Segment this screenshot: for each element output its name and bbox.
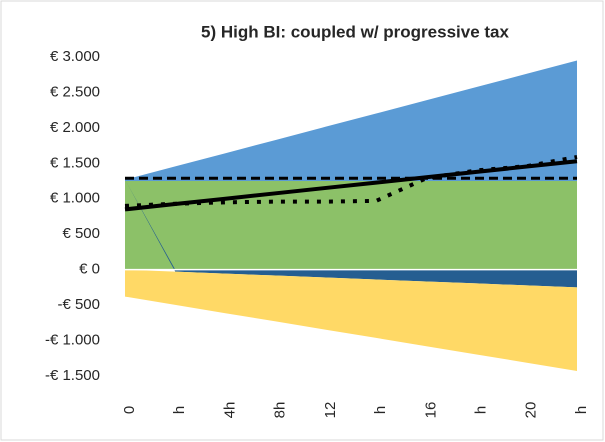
- y-tick-label: € 2.500: [50, 83, 100, 100]
- y-tick-label: -€ 1.000: [45, 332, 100, 349]
- x-tick-label: 16: [422, 402, 439, 419]
- area: [125, 269, 577, 372]
- x-tick-label: h: [171, 406, 188, 414]
- y-tick-label: € 0: [79, 261, 100, 278]
- x-tick-label: h: [473, 406, 490, 414]
- y-tick-label: € 500: [62, 225, 100, 242]
- area: [125, 60, 577, 182]
- x-tick-label: 0: [121, 406, 138, 414]
- y-tick-label: € 2.000: [50, 119, 100, 136]
- area: [125, 179, 577, 288]
- x-tick-label: h: [573, 406, 590, 414]
- x-tick-label: 20: [523, 402, 540, 419]
- y-tick-label: € 3.000: [50, 48, 100, 65]
- y-tick-label: -€ 1.500: [45, 367, 100, 384]
- area: [125, 181, 577, 270]
- x-tick-label: 8h: [272, 402, 289, 419]
- x-tick-label: 4h: [221, 402, 238, 419]
- y-tick-label: -€ 500: [57, 296, 100, 313]
- x-tick-label: h: [372, 406, 389, 414]
- x-tick-label: 12: [322, 402, 339, 419]
- y-tick-label: € 1.500: [50, 154, 100, 171]
- line: [124, 154, 578, 208]
- chart-title: 5) High BI: coupled w/ progressive tax: [201, 22, 509, 41]
- y-tick-label: € 1.000: [50, 190, 100, 207]
